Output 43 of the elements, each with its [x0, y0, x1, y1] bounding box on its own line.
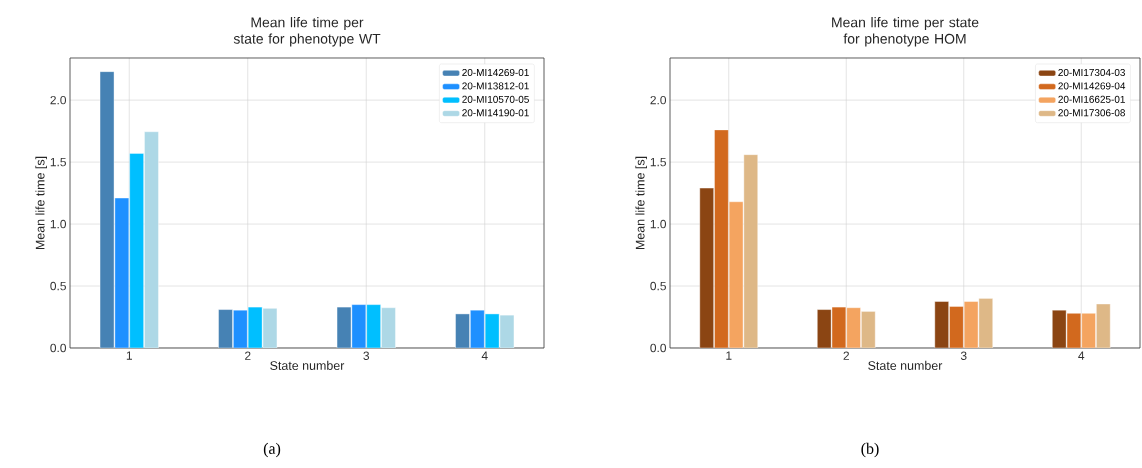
bar [714, 129, 729, 348]
y-tick-label: 1.5 [50, 157, 66, 167]
legend-label: 20-MI10570-05 [462, 95, 529, 103]
bar [817, 309, 832, 348]
y-tick-label: 2.0 [50, 95, 67, 105]
y-axis-title: Mean life time [s] [635, 156, 648, 250]
text: (b) [861, 442, 879, 458]
x-tick-label: 3 [363, 351, 370, 360]
x-axis-title: State number [270, 360, 345, 370]
x-tick-label: 2 [843, 351, 849, 360]
y-axis-title: Mean life time [s] [35, 156, 47, 250]
y-tick-label: 1.5 [650, 157, 666, 167]
legend-label: 20-MI14269-04 [1058, 82, 1126, 90]
bar [846, 307, 861, 348]
y-tick-label: 0.0 [50, 343, 67, 353]
chart-title: Mean life time per state for phenotype HOM [832, 17, 979, 47]
legend-label: 20-MI14269-01 [462, 68, 529, 77]
x-tick-label: 3 [960, 351, 967, 360]
bar [144, 131, 159, 348]
chart-title: Mean life time per state for phenotype WT [233, 17, 381, 47]
legend-label: 20-MI13812-01 [462, 82, 529, 90]
bar [949, 306, 964, 348]
y-tick-label: 1.0 [50, 219, 67, 229]
x-tick-label: 4 [1078, 351, 1085, 360]
y-tick-label: 2.0 [650, 95, 667, 105]
legend-label: 20-MI16625-01 [1058, 95, 1125, 103]
y-tick-label: 0.0 [650, 343, 667, 353]
y-tick-label: 0.5 [50, 281, 66, 291]
legend-label: 20-MI17306-08 [1058, 109, 1125, 117]
legend-label: 20-MI14190-01 [462, 109, 529, 117]
y-tick-label: 0.5 [650, 281, 666, 291]
bar [381, 307, 396, 348]
text: (a) [263, 442, 281, 458]
bar [218, 309, 233, 348]
legend-label: 20-MI17304-03 [1058, 68, 1125, 77]
x-axis-title: State number [868, 360, 943, 370]
x-tick-label: 1 [126, 351, 132, 360]
y-tick-label: 1.0 [650, 219, 667, 229]
x-tick-label: 4 [481, 351, 488, 360]
bar [699, 187, 714, 348]
bar [934, 301, 949, 348]
x-tick-label: 1 [726, 351, 732, 360]
x-tick-label: 2 [245, 351, 251, 360]
